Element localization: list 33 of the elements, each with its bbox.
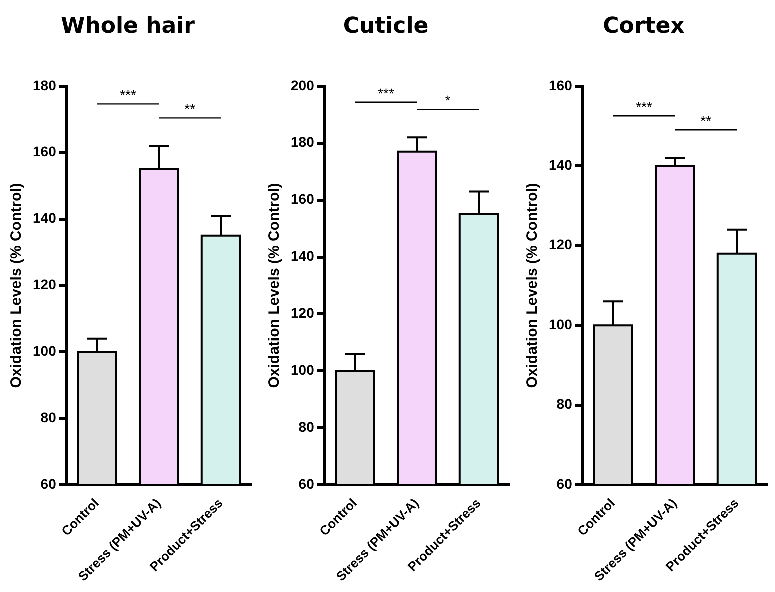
y-tick-label: 80 (298, 418, 315, 435)
y-tick-label: 100 (549, 316, 573, 332)
y-axis-title: Oxidation Levels (% Control) (8, 183, 26, 388)
annotation: *** (636, 99, 653, 116)
y-tick-label: 100 (33, 343, 57, 360)
y-tick-label: 160 (291, 191, 315, 208)
y-tick-label: 200 (291, 77, 315, 94)
y-tick-label: 120 (549, 236, 573, 253)
annotation: ** (700, 113, 712, 130)
y-tick-label: 160 (33, 144, 57, 160)
chart-title: Cuticle (343, 14, 429, 39)
y-tick-label: 140 (549, 156, 573, 173)
y-tick-label: 120 (291, 305, 315, 322)
y-tick-label: 60 (40, 476, 57, 492)
annotation: *** (378, 85, 395, 102)
y-axis-title: Oxidation Levels (% Control) (524, 183, 542, 388)
annotation: * (445, 92, 452, 109)
y-tick-label: 140 (33, 210, 57, 226)
y-axis-title: Oxidation Levels (% Control) (266, 183, 284, 388)
y-tick-label: 80 (556, 396, 573, 412)
y-tick-label: 60 (298, 476, 315, 492)
annotation: *** (120, 87, 137, 104)
y-tick-label: 140 (291, 248, 315, 264)
y-tick-label: 180 (33, 77, 57, 94)
y-tick-label: 60 (556, 476, 573, 492)
y-tick-label: 100 (291, 362, 315, 378)
chart-title: Cortex (603, 14, 685, 39)
chart-title: Whole hair (60, 14, 196, 39)
y-tick-label: 180 (291, 134, 315, 150)
y-tick-label: 160 (549, 77, 573, 94)
y-tick-label: 80 (40, 409, 57, 426)
y-tick-label: 120 (33, 276, 57, 293)
annotation: ** (184, 101, 196, 118)
